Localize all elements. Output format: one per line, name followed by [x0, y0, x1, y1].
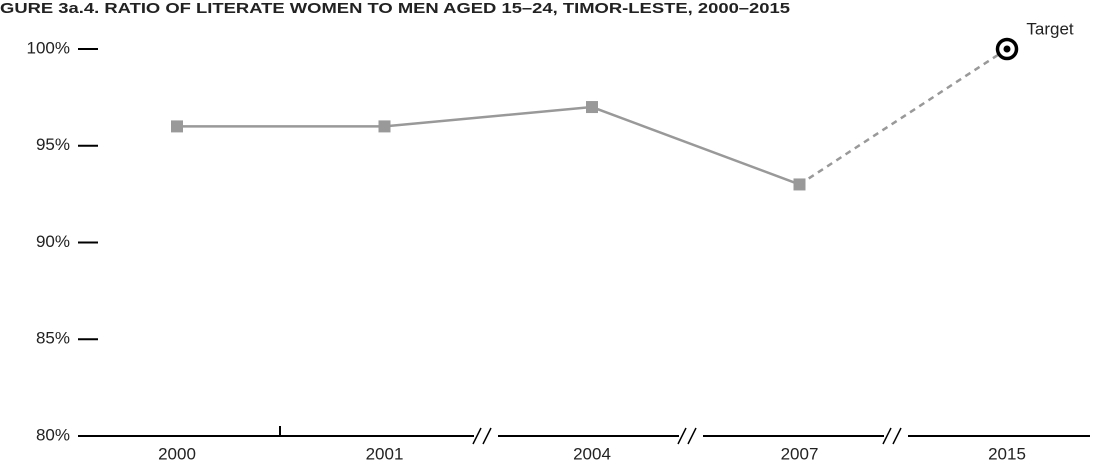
x-tick-label: 2007	[781, 444, 819, 463]
axis-breaks	[472, 427, 908, 445]
target-dot	[1003, 45, 1011, 53]
chart-title: GURE 3a.4. RATIO OF LITERATE WOMEN TO ME…	[0, 0, 790, 17]
actual-line	[177, 105, 800, 186]
point	[586, 101, 598, 114]
point	[171, 120, 183, 133]
y-tick-label: 80%	[36, 425, 70, 444]
y-tick-label: 95%	[36, 135, 70, 154]
x-tick-label: 2001	[366, 444, 404, 463]
y-tick-label: 90%	[36, 232, 70, 251]
x-tick-label: 2004	[573, 444, 611, 463]
x-tick-label: 2000	[158, 444, 196, 463]
x-tick-label: 2015	[988, 444, 1026, 463]
point	[793, 178, 806, 191]
point	[378, 120, 391, 133]
y-tick-label: 100%	[27, 38, 70, 57]
target-connector	[798, 47, 1008, 186]
y-tick-label: 85%	[36, 329, 70, 348]
target-annotation: Target	[1026, 19, 1074, 38]
